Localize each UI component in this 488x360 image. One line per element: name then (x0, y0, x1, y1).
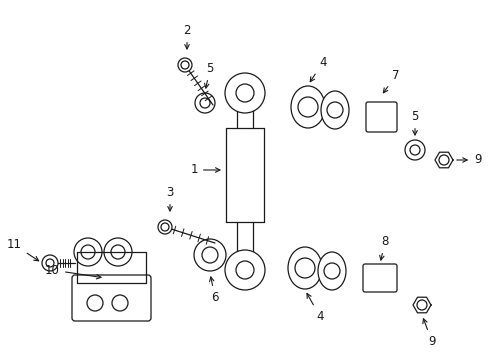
FancyBboxPatch shape (362, 264, 396, 292)
Circle shape (158, 220, 172, 234)
FancyBboxPatch shape (72, 275, 151, 321)
Text: 1: 1 (190, 163, 220, 176)
Circle shape (104, 238, 132, 266)
Circle shape (194, 239, 225, 271)
Circle shape (224, 73, 264, 113)
Text: 3: 3 (166, 186, 173, 211)
Circle shape (404, 140, 424, 160)
Circle shape (42, 255, 58, 271)
Text: 8: 8 (379, 235, 388, 260)
Text: 2: 2 (183, 24, 190, 49)
Ellipse shape (317, 252, 346, 290)
Text: 5: 5 (204, 62, 213, 88)
Circle shape (224, 250, 264, 290)
Circle shape (178, 58, 192, 72)
Text: 10: 10 (45, 264, 101, 279)
Text: 9: 9 (456, 153, 481, 166)
Circle shape (195, 93, 215, 113)
Text: 9: 9 (422, 319, 435, 348)
Text: 4: 4 (306, 293, 323, 323)
Ellipse shape (320, 91, 348, 129)
Text: 6: 6 (209, 277, 218, 304)
Ellipse shape (290, 86, 325, 128)
Text: 4: 4 (309, 56, 326, 82)
Ellipse shape (287, 247, 321, 289)
Text: 5: 5 (410, 110, 418, 135)
Text: 7: 7 (383, 69, 399, 93)
Text: 11: 11 (7, 238, 39, 261)
Circle shape (74, 238, 102, 266)
FancyBboxPatch shape (365, 102, 396, 132)
